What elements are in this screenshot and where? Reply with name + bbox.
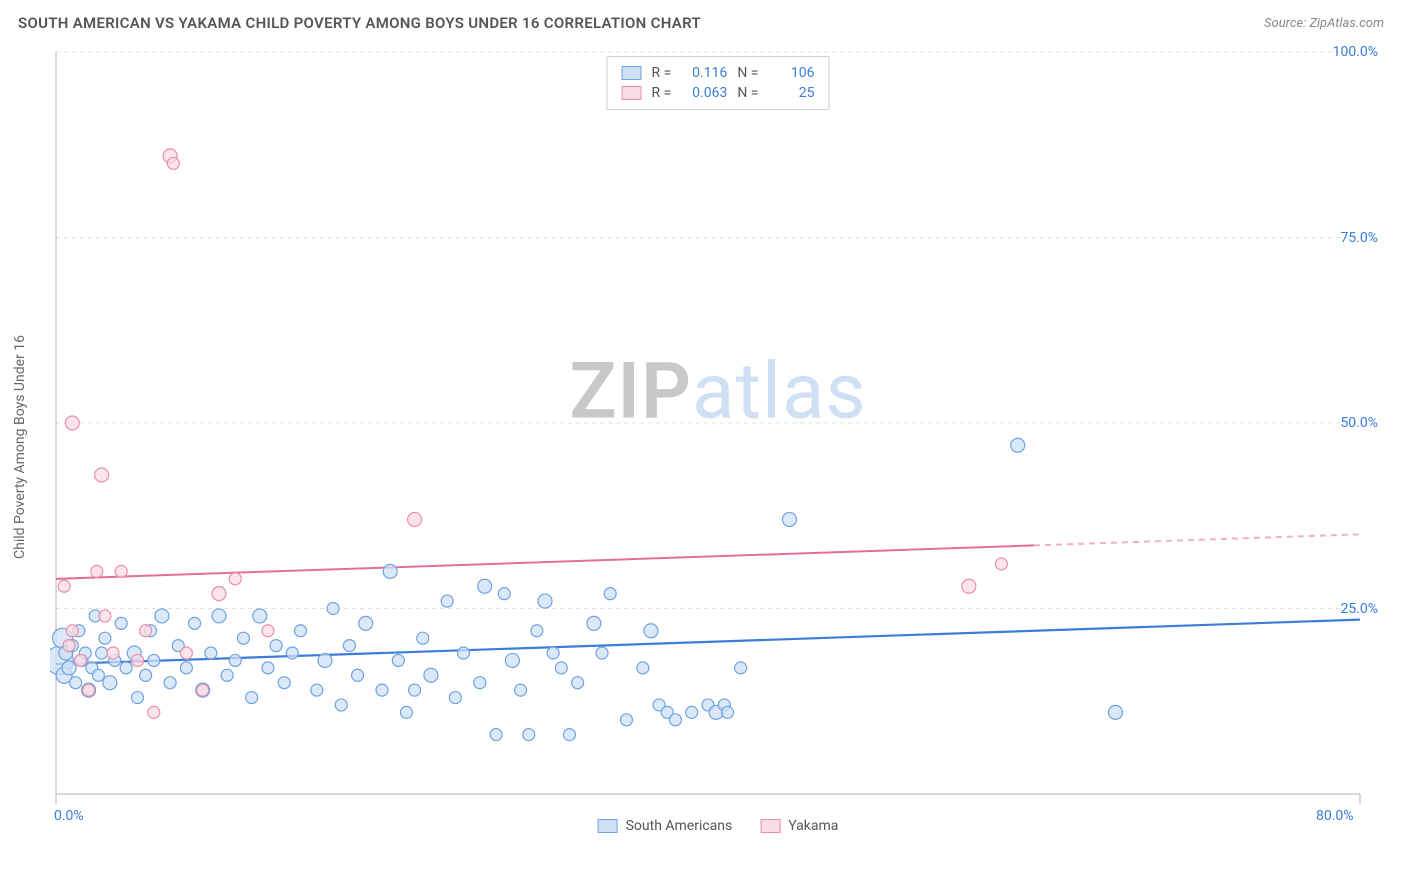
x-tick-label: 80.0% — [1316, 808, 1354, 824]
stats-legend-row: R = 0.116 N = 106 — [622, 63, 815, 83]
stats-n-value: 106 — [768, 65, 814, 81]
series-legend-item: South Americans — [598, 818, 733, 834]
chart-title: SOUTH AMERICAN VS YAKAMA CHILD POVERTY A… — [18, 14, 701, 32]
legend-swatch-icon — [622, 66, 642, 80]
y-axis-label: Child Poverty Among Boys Under 16 — [12, 335, 28, 559]
legend-swatch-icon — [598, 819, 618, 833]
stats-legend: R = 0.116 N = 106 R = 0.063 N = 25 — [607, 56, 830, 110]
source-attribution: Source: ZipAtlas.com — [1264, 16, 1384, 31]
stats-r-value: 0.116 — [681, 65, 727, 81]
stats-n-label: N = — [737, 85, 758, 101]
stats-r-value: 0.063 — [681, 85, 727, 101]
chart-area: Child Poverty Among Boys Under 16 ZIPatl… — [50, 46, 1386, 832]
stats-n-label: N = — [737, 65, 758, 81]
legend-swatch-icon — [622, 86, 642, 100]
source-prefix: Source: — [1264, 16, 1309, 31]
series-legend: South Americans Yakama — [598, 818, 839, 834]
stats-r-label: R = — [652, 85, 672, 101]
series-legend-label: Yakama — [788, 818, 838, 834]
series-legend-item: Yakama — [760, 818, 838, 834]
legend-swatch-icon — [760, 819, 780, 833]
source-name: ZipAtlas.com — [1309, 16, 1384, 31]
y-tick-label: 100.0% — [1333, 44, 1378, 60]
y-tick-label: 50.0% — [1340, 415, 1378, 431]
scatter-plot — [50, 46, 1386, 832]
y-tick-label: 25.0% — [1340, 601, 1378, 617]
y-tick-label: 75.0% — [1340, 230, 1378, 246]
stats-legend-row: R = 0.063 N = 25 — [622, 83, 815, 103]
stats-r-label: R = — [652, 65, 672, 81]
x-tick-label: 0.0% — [54, 808, 84, 824]
stats-n-value: 25 — [768, 85, 814, 101]
series-legend-label: South Americans — [626, 818, 733, 834]
